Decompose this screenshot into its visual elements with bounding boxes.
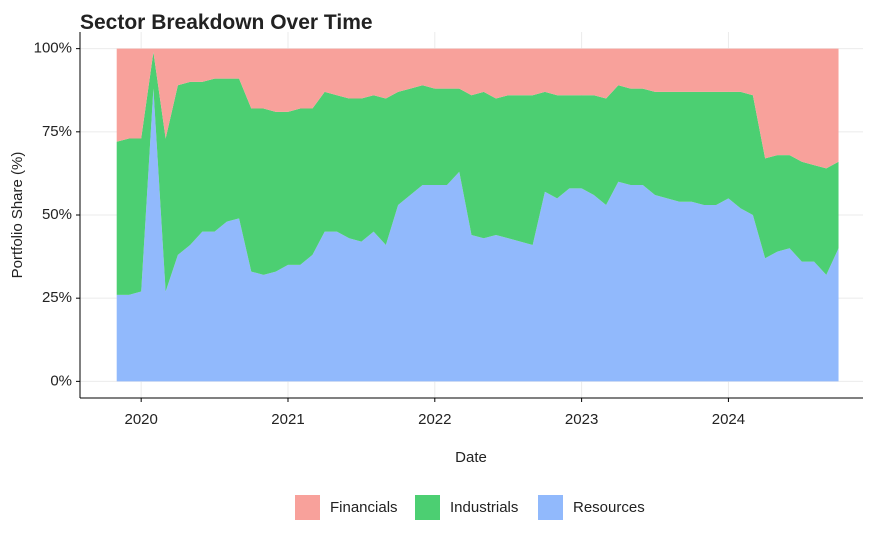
- legend-label: Industrials: [450, 499, 518, 516]
- y-axis-label: Portfolio Share (%): [9, 152, 26, 279]
- x-tick-label: 2022: [418, 411, 451, 428]
- legend: Financials Industrials Resources: [295, 495, 645, 520]
- x-axis-label: Date: [455, 449, 487, 466]
- x-tick-label: 2024: [712, 411, 745, 428]
- legend-label: Financials: [330, 499, 398, 516]
- chart-title: Sector Breakdown Over Time: [80, 11, 373, 34]
- legend-swatch: [295, 495, 320, 520]
- axes: 0% 25% 50% 75% 100% 2020 2021 2022 2023 2024: [34, 32, 863, 428]
- legend-label: Resources: [573, 499, 645, 516]
- plot-area: [116, 48, 839, 382]
- area: [116, 48, 839, 169]
- legend-swatch: [415, 495, 440, 520]
- x-tick-label: 2023: [565, 411, 598, 428]
- x-tick-label: 2020: [124, 411, 157, 428]
- y-tick-label: 100%: [34, 40, 72, 57]
- legend-swatch: [538, 495, 563, 520]
- y-tick-label: 75%: [42, 123, 72, 140]
- y-tick-label: 0%: [50, 372, 72, 389]
- x-tick-label: 2021: [271, 411, 304, 428]
- y-tick-label: 25%: [42, 289, 72, 306]
- y-tick-label: 50%: [42, 206, 72, 223]
- area: [116, 88, 839, 382]
- area: [116, 51, 839, 295]
